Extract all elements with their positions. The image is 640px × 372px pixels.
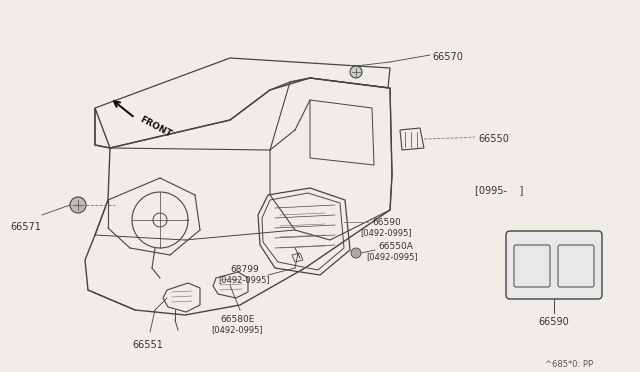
Text: [0492-0995]: [0492-0995] [366, 252, 418, 261]
Text: 66570: 66570 [432, 52, 463, 62]
Circle shape [351, 248, 361, 258]
Text: FRONT: FRONT [138, 115, 173, 139]
FancyBboxPatch shape [506, 231, 602, 299]
Text: 66550A: 66550A [378, 242, 413, 251]
Text: 66551: 66551 [132, 340, 163, 350]
Text: 68799: 68799 [230, 265, 259, 274]
Text: 66571: 66571 [10, 222, 41, 232]
Text: [0492-0995]: [0492-0995] [218, 275, 269, 284]
Text: ^685*0: PP: ^685*0: PP [545, 360, 593, 369]
Text: 66580E: 66580E [220, 315, 254, 324]
Text: 66590: 66590 [539, 317, 570, 327]
Text: [0492-0995]: [0492-0995] [360, 228, 412, 237]
Text: 66550: 66550 [478, 134, 509, 144]
Circle shape [350, 66, 362, 78]
Text: [0492-0995]: [0492-0995] [211, 325, 262, 334]
Text: 66590: 66590 [372, 218, 401, 227]
Circle shape [70, 197, 86, 213]
Text: [0995-    ]: [0995- ] [475, 185, 524, 195]
